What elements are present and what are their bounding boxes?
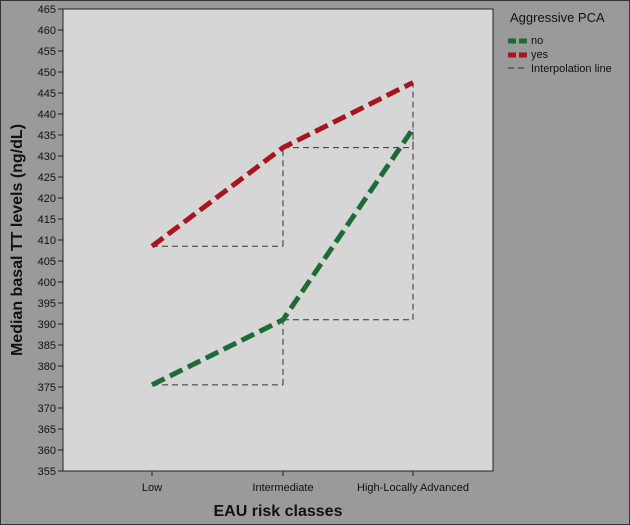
y-tick-label: 430 bbox=[38, 151, 56, 163]
series-line-no bbox=[150, 127, 416, 388]
x-tick-label: Low bbox=[142, 482, 162, 494]
y-tick-label: 460 bbox=[38, 25, 56, 37]
y-tick-label: 420 bbox=[38, 193, 56, 205]
y-tick-label: 400 bbox=[38, 277, 56, 289]
y-axis: 355 360 365 370 375 380 385 390 395 400 405 410 415 4… bbox=[38, 4, 63, 478]
y-tick-label: 465 bbox=[38, 4, 56, 16]
y-tick-label: 405 bbox=[38, 256, 56, 268]
legend-label: yes bbox=[531, 49, 549, 61]
y-tick-label: 440 bbox=[38, 109, 56, 121]
legend-label: Interpolation line bbox=[531, 63, 612, 75]
y-tick-label: 450 bbox=[38, 67, 56, 79]
x-tick-label: High-Locally Advanced bbox=[357, 482, 469, 494]
y-tick-label: 415 bbox=[38, 214, 56, 226]
y-tick-label: 435 bbox=[38, 130, 56, 142]
interpolation-lines bbox=[152, 82, 414, 386]
y-tick-label: 365 bbox=[38, 424, 56, 436]
y-tick-label: 370 bbox=[38, 403, 56, 415]
plot-area bbox=[62, 8, 494, 472]
x-axis-title: EAU risk classes bbox=[214, 503, 343, 520]
legend: Aggressive PCA no yes Interpolation line bbox=[508, 10, 612, 75]
y-tick-label: 390 bbox=[38, 319, 56, 331]
y-tick-label: 385 bbox=[38, 340, 56, 352]
y-tick-label: 395 bbox=[38, 298, 56, 310]
y-tick-label: 375 bbox=[38, 382, 56, 394]
legend-label: no bbox=[531, 35, 543, 47]
y-tick-label: 410 bbox=[38, 235, 56, 247]
legend-title: Aggressive PCA bbox=[510, 10, 605, 25]
y-tick-label: 380 bbox=[38, 361, 56, 373]
y-tick-label: 355 bbox=[38, 466, 56, 478]
x-tick-label: Intermediate bbox=[252, 482, 313, 494]
series-line-yes bbox=[150, 80, 415, 249]
y-tick-label: 425 bbox=[38, 172, 56, 184]
series-lines bbox=[150, 80, 416, 388]
y-tick-label: 445 bbox=[38, 88, 56, 100]
y-tick-label: 360 bbox=[38, 445, 56, 457]
x-axis: Low Intermediate High-Locally Advanced bbox=[142, 471, 469, 494]
y-axis-title: Median basal TT levels (ng/dL) bbox=[9, 124, 26, 356]
y-tick-label: 455 bbox=[38, 46, 56, 58]
